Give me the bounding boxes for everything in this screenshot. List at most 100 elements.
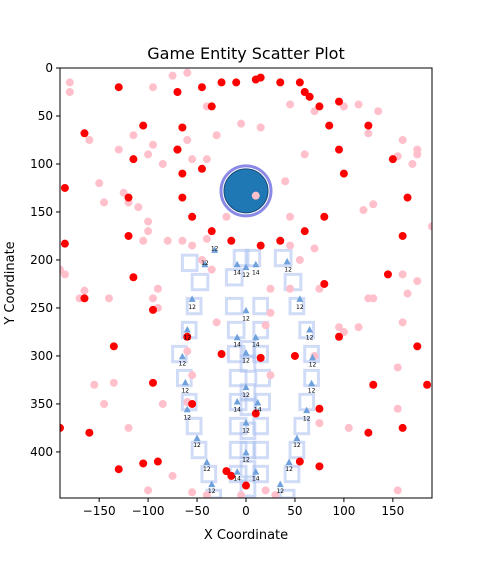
red-marker [398,231,407,240]
triangle-marker [193,434,201,441]
pink-marker [168,471,177,480]
red-marker [178,169,187,178]
triangle-marker [276,480,284,488]
pink-marker [393,486,402,495]
pink-marker [310,107,319,116]
triangle-marker [201,260,209,268]
pink-marker [413,150,422,159]
red-marker [242,481,250,490]
pink-marker [149,294,157,303]
pink-marker [393,404,402,413]
pink-marker [202,155,211,164]
red-marker [339,169,348,178]
pink-marker [428,222,432,231]
guide-rect [252,440,270,460]
guide-rect [228,416,248,436]
pink-marker [266,371,275,380]
pink-marker [139,236,148,245]
pink-marker [114,145,123,154]
red-marker [85,428,94,437]
player-marker [223,168,269,214]
red-marker [256,73,265,82]
triangle-marker [233,468,241,475]
pink-marker [202,234,211,243]
red-marker [227,471,236,480]
red-marker [178,193,187,202]
annotation-label: 14 [233,269,241,276]
pink-marker [90,380,99,389]
triangle-marker [188,295,196,302]
red-marker [403,193,412,202]
annotation-label: 12 [308,387,316,394]
pink-marker [183,68,192,77]
y-tick-label: 150 [30,205,53,219]
guide-rect [190,272,210,292]
guide-rect [232,248,250,268]
red-marker [315,462,324,471]
pink-marker [188,488,197,497]
pink-marker [95,179,104,188]
triangle-marker [303,406,311,414]
triangle-marker [285,458,293,465]
triangle-marker [283,257,291,265]
pink-marker [393,363,402,372]
red-marker [300,227,309,236]
red-marker [197,83,206,92]
red-marker [207,227,216,236]
red-marker [80,294,89,303]
pink-marker [80,286,89,295]
triangle-marker [203,458,211,465]
red-marker [276,78,285,87]
red-marker [109,342,118,351]
pink-marker [256,123,265,132]
pink-marker [315,284,324,293]
guide-rect [278,488,296,498]
triangle-marker [242,263,250,271]
pink-marker [222,212,231,221]
guide-rect [190,440,208,460]
annotation-label: 14 [233,476,241,483]
pink-marker [212,318,221,327]
y-tick-label: 100 [30,157,53,171]
axis-ticks: −150 −100 −50 0 50 100 150 0 50 100 150 200 250 300 35… [30,61,404,518]
guide-rect [200,464,218,484]
triangle-marker [252,468,260,475]
annotation-label: 12 [242,428,250,435]
red-marker [383,270,392,279]
annotation-label: 12 [306,335,314,342]
triangle-marker [252,260,260,268]
annotation-label: 12 [181,387,189,394]
guide-rect [288,296,306,316]
red-marker [295,457,304,466]
pink-marker [354,323,363,332]
red-marker [188,399,197,408]
annotation-label: 12 [183,414,191,421]
pink-marker [168,71,177,80]
triangle-marker [308,379,316,387]
red-marker [149,305,157,314]
guide-rect [293,416,311,436]
x-tick-label: 100 [332,504,355,518]
guide-rect [180,253,199,273]
pink-marker [207,265,216,274]
annotation-label: 14 [252,269,260,276]
triangle-marker [309,353,317,361]
pink-marker [60,270,69,279]
annotation-label: 12 [296,304,304,311]
y-tick-label: 400 [30,445,53,459]
pink-marker [315,419,324,428]
pink-marker [163,236,172,245]
triangle-marker [233,260,241,268]
pink-marker [188,155,197,164]
pink-marker [408,159,417,168]
red-marker [305,92,314,101]
red-marker [227,236,236,245]
annotation-label: 12 [284,266,292,273]
annotation-label: 14 [252,341,260,348]
pink-marker [237,119,246,128]
annotation-label: 12 [242,358,250,365]
annotation-label: 12 [242,315,250,322]
x-tick-label: 0 [242,504,250,518]
pink-marker [100,399,109,408]
